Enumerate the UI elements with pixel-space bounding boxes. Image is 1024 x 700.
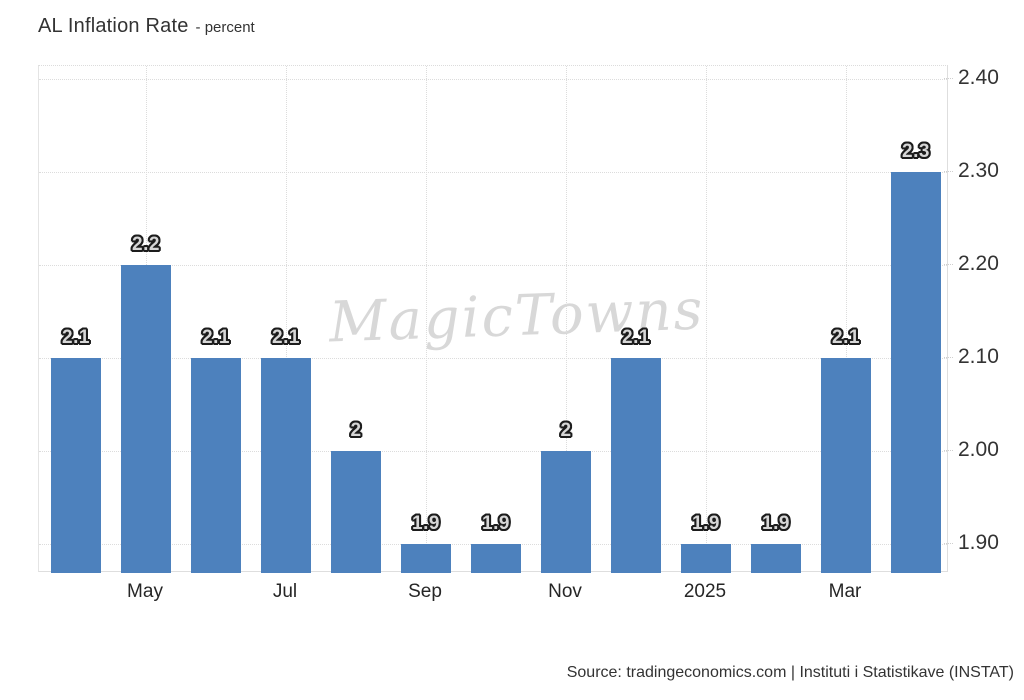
bar[interactable]	[51, 358, 101, 573]
bar[interactable]	[611, 358, 661, 573]
x-axis-label: Mar	[828, 581, 862, 602]
h-gridline	[39, 451, 947, 453]
page-title-unit: - percent	[195, 19, 255, 36]
h-gridline	[39, 79, 947, 81]
bar[interactable]	[681, 544, 731, 573]
h-gridline	[39, 172, 947, 174]
x-axis-label: Sep	[408, 581, 442, 602]
y-axis-tick	[944, 543, 953, 545]
x-axis-label: Nov	[548, 581, 582, 602]
bar[interactable]	[471, 544, 521, 573]
y-axis-label: 2.00	[958, 438, 999, 462]
bar[interactable]	[121, 265, 171, 573]
source-text: Source: tradingeconomics.com | Instituti…	[566, 664, 1014, 681]
chart-header: AL Inflation Rate - percent	[38, 15, 255, 38]
v-gridline	[846, 66, 847, 571]
y-axis-tick	[944, 264, 953, 266]
bar-value-label: 2.1	[202, 327, 230, 349]
bar-value-label: 1.9	[692, 513, 720, 535]
v-gridline	[426, 66, 427, 571]
bar[interactable]	[401, 544, 451, 573]
bar-value-label: 1.9	[412, 513, 440, 535]
bar[interactable]	[751, 544, 801, 573]
bar-value-label: 2.1	[272, 327, 300, 349]
bar-value-label: 1.9	[762, 513, 790, 535]
y-axis-tick	[944, 78, 953, 80]
y-axis-label: 2.20	[958, 252, 999, 276]
bar[interactable]	[191, 358, 241, 573]
y-axis-tick	[944, 450, 953, 452]
y-axis-tick	[944, 171, 953, 173]
bar-value-label: 1.9	[482, 513, 510, 535]
v-gridline	[706, 66, 707, 571]
y-axis-label: 1.90	[958, 531, 999, 555]
x-axis-label: Jul	[272, 581, 298, 602]
h-gridline	[39, 358, 947, 360]
v-gridline	[566, 66, 567, 571]
y-axis-label: 2.10	[958, 345, 999, 369]
y-axis-tick	[944, 357, 953, 359]
h-gridline	[39, 265, 947, 267]
bar-value-label: 2.1	[832, 327, 860, 349]
bar-value-label: 2.3	[902, 141, 930, 163]
bar[interactable]	[821, 358, 871, 573]
bar-value-label: 2	[560, 420, 572, 442]
bar[interactable]	[331, 451, 381, 573]
x-axis-label: May	[127, 581, 163, 602]
plot-area: MagicTowns 2.1 2.2 2.1 2.1 2 1.9 1.9 2 2.1 1.9 1.9…	[38, 65, 948, 573]
bar[interactable]	[891, 172, 941, 573]
bar-value-label: 2	[350, 420, 362, 442]
bar[interactable]	[541, 451, 591, 573]
page-title: AL Inflation Rate	[38, 15, 189, 37]
y-axis-label: 2.30	[958, 159, 999, 183]
bar-value-label: 2.2	[132, 234, 160, 256]
bar-value-label: 2.1	[622, 327, 650, 349]
y-axis-label: 2.40	[958, 66, 999, 90]
bar-value-label: 2.1	[62, 327, 90, 349]
v-gridline	[286, 66, 287, 571]
x-axis-label: 2025	[683, 581, 727, 602]
bar[interactable]	[261, 358, 311, 573]
